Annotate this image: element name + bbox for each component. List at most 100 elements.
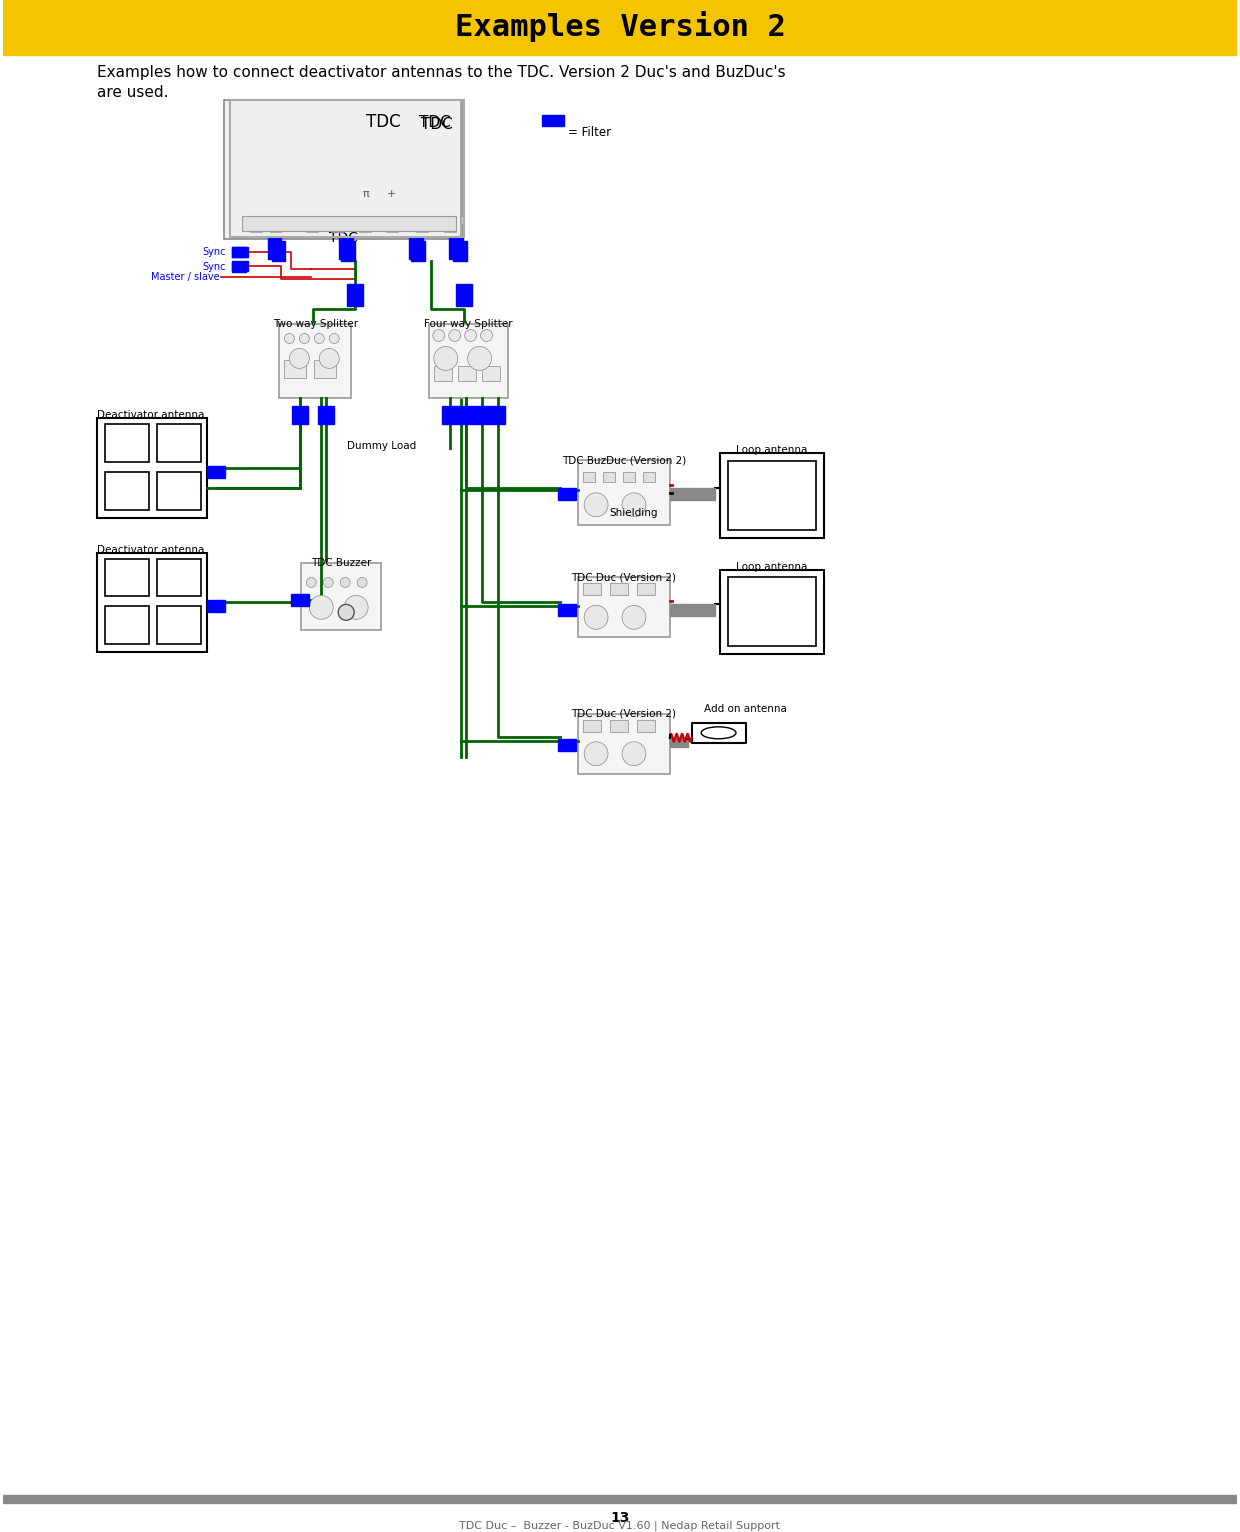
Circle shape [433,329,445,342]
Bar [207,601,224,613]
Bar [360,224,371,231]
Text: Four way Splitter: Four way Splitter [424,319,513,328]
Text: TDC Duc (Version 2): TDC Duc (Version 2) [572,573,677,582]
Bar [386,224,398,231]
Text: Shielding: Shielding [609,507,658,518]
Bar [578,578,670,637]
Text: are used.: are used. [97,84,169,100]
Text: Add on antenna: Add on antenna [703,703,786,714]
Bar [558,738,577,751]
Circle shape [449,329,461,342]
Text: Dummy Load: Dummy Load [347,441,415,450]
Bar [105,472,149,510]
Bar [474,406,490,424]
Text: 13: 13 [610,1512,630,1526]
Bar [440,216,449,224]
Bar [542,115,564,127]
Circle shape [584,493,608,516]
Bar [490,406,506,424]
Text: Sync: Sync [202,262,226,271]
Text: TDC: TDC [420,118,453,132]
Bar [314,360,336,378]
Bar [336,216,345,224]
Bar [268,237,281,259]
Bar [306,224,319,231]
Bar [249,224,262,231]
Bar [105,559,149,596]
Bar [429,323,508,398]
Bar [223,100,463,239]
Bar [347,283,363,306]
Bar [670,737,688,746]
Bar [157,607,201,643]
Text: = Filter: = Filter [568,127,611,139]
Text: Examples how to connect deactivator antennas to the TDC. Version 2 Duc's and Buz: Examples how to connect deactivator ante… [97,64,786,80]
Bar [558,487,577,499]
Bar [458,366,476,381]
Bar [578,460,670,525]
Circle shape [467,346,491,371]
Bar [610,584,627,596]
Circle shape [309,596,334,619]
Bar [415,224,428,231]
Bar [286,216,294,224]
Bar [232,260,248,271]
Bar [441,406,458,424]
Bar [444,224,456,231]
Bar [481,366,500,381]
Text: Deactivator antenna: Deactivator antenna [97,544,205,555]
Circle shape [320,348,340,368]
Bar [728,461,816,530]
Text: TDC: TDC [419,115,450,130]
Text: Loop antenna: Loop antenna [735,446,807,455]
Text: Loop antenna: Loop antenna [735,562,807,571]
Ellipse shape [701,726,737,738]
Bar [670,604,714,616]
Text: Deactivator antenna: Deactivator antenna [97,411,205,420]
Bar [578,714,670,774]
Text: TDC BuzDuc (Version 2): TDC BuzDuc (Version 2) [562,455,686,466]
Text: Two way Splitter: Two way Splitter [273,319,358,328]
Text: +: + [387,188,396,199]
Bar [105,424,149,463]
Bar [622,472,635,483]
Circle shape [584,605,608,630]
Circle shape [289,348,309,368]
Text: TDC Duc –  Buzzer - BuzDuc V1.60 | Nedap Retail Support: TDC Duc – Buzzer - BuzDuc V1.60 | Nedap … [460,1520,780,1530]
Bar [456,283,471,306]
Bar [232,247,248,257]
Bar [610,720,627,732]
Bar [272,241,285,260]
Text: Sync: Sync [202,247,226,257]
Bar [449,237,463,259]
Bar [583,472,595,483]
Bar [311,216,320,224]
Bar [97,418,207,518]
Bar [2,1495,1238,1503]
Bar [157,559,201,596]
Bar [728,578,816,647]
Bar [670,487,714,499]
Bar [642,472,655,483]
Bar [242,216,456,231]
Circle shape [314,334,325,343]
Bar [257,216,264,224]
Bar [692,723,746,743]
Bar [637,720,655,732]
Circle shape [357,578,367,587]
Bar [284,360,306,378]
Bar [291,594,309,607]
Circle shape [339,604,355,620]
Circle shape [622,741,646,766]
Bar [2,0,1238,55]
Bar [415,216,424,224]
Bar [637,584,655,596]
Circle shape [622,605,646,630]
Bar [269,224,281,231]
Text: Master / slave: Master / slave [151,271,219,282]
Bar [391,216,399,224]
Circle shape [284,334,294,343]
Bar [319,406,335,424]
Bar [719,570,825,654]
Bar [232,262,246,271]
